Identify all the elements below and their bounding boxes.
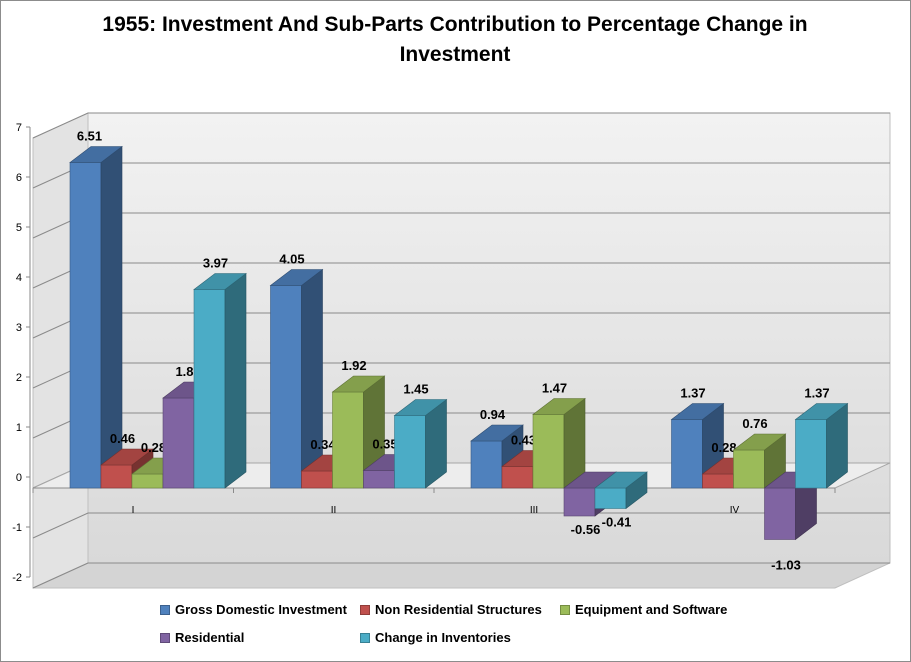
bar-top: [732, 433, 787, 451]
bar-front-non-residential-structures: [501, 466, 534, 489]
bar-front-equipment-and-software: [733, 449, 765, 489]
bar-top: [331, 375, 386, 393]
data-label: -0.56: [571, 522, 601, 537]
category-axis-tick-label: III: [530, 505, 538, 516]
legend-label: Non Residential Structures: [375, 602, 542, 617]
bar-front-equipment-and-software: [532, 414, 565, 489]
legend-swatch: [160, 632, 170, 643]
data-label: 0.34: [310, 437, 336, 452]
bar-front-change-in-inventories: [193, 289, 226, 489]
data-label: 1.8: [175, 364, 193, 379]
legend-swatch: [360, 604, 370, 615]
bar-front-equipment-and-software: [131, 473, 164, 489]
legend-swatch: [560, 604, 570, 615]
value-axis-tick-label: 0: [16, 472, 22, 484]
data-label: -0.41: [602, 515, 632, 530]
bar-front-residential: [764, 487, 796, 540]
bar-top: [393, 399, 448, 416]
data-label: 0.76: [742, 416, 767, 431]
bar-front-gross-domestic-investment: [470, 440, 503, 489]
value-axis-tick-label: 4: [16, 272, 22, 284]
legend-item-non-residential-structures: Non Residential Structures: [360, 602, 542, 617]
legend-item-residential: Residential: [160, 630, 244, 645]
data-label: 0.28: [141, 440, 166, 455]
data-label: 0.94: [480, 407, 506, 422]
legend-swatch: [360, 632, 370, 643]
value-axis-tick-label: 5: [16, 222, 22, 234]
bar-front-gross-domestic-investment: [69, 162, 102, 489]
value-axis-tick-label: 3: [16, 322, 22, 334]
data-label: 4.05: [279, 252, 304, 267]
category-axis-tick-label: II: [331, 505, 337, 516]
data-label: 1.45: [403, 382, 428, 397]
bar-top: [69, 146, 123, 163]
data-label: 0.43: [511, 433, 536, 448]
data-label: 6.51: [77, 129, 102, 144]
data-label: -1.03: [771, 558, 801, 573]
legend-item-equipment-and-software: Equipment and Software: [560, 602, 727, 617]
legend-label: Change in Inventories: [375, 630, 511, 645]
category-axis-tick-label: I: [132, 505, 135, 516]
data-label: 1.37: [680, 386, 705, 401]
data-label: 0.35: [372, 437, 397, 452]
bar-top: [470, 424, 524, 442]
data-label: 0.46: [110, 431, 135, 446]
legend-swatch: [160, 604, 170, 615]
bar-front-non-residential-structures: [702, 473, 734, 489]
bar-side: [224, 272, 247, 489]
legend-item-change-in-inventories: Change in Inventories: [360, 630, 511, 645]
legend: Gross Domestic Investment Non Residentia…: [160, 602, 800, 654]
bar-top: [100, 448, 154, 466]
legend-label: Gross Domestic Investment: [175, 602, 347, 617]
legend-item-gross-domestic-investment: Gross Domestic Investment: [160, 602, 347, 617]
data-label: 0.28: [711, 440, 736, 455]
bar-top: [532, 398, 586, 415]
data-label: 1.37: [804, 386, 829, 401]
bar-front-change-in-inventories: [394, 415, 426, 489]
chart-title: 1955: Investment And Sub-Parts Contribut…: [102, 13, 808, 66]
bar-front-residential: [563, 487, 596, 517]
value-axis-tick-label: 7: [16, 122, 22, 134]
value-axis-tick-label: 6: [16, 172, 22, 184]
bar-front-change-in-inventories: [795, 419, 827, 489]
legend-label: Residential: [175, 630, 245, 645]
bar-top: [594, 471, 648, 489]
bar-top: [193, 273, 247, 290]
bar-front-change-in-inventories: [594, 487, 627, 509]
bar-front-non-residential-structures: [301, 470, 333, 489]
gridline: [32, 512, 890, 539]
floor: [32, 562, 891, 589]
data-label: 1.92: [341, 358, 366, 373]
value-axis-tick-label: 1: [16, 422, 22, 434]
value-axis-tick-label: -2: [12, 572, 22, 584]
bar-front-equipment-and-software: [332, 391, 364, 489]
value-axis-tick-label: -1: [12, 522, 22, 534]
bar-side: [301, 268, 323, 489]
bar-top: [269, 269, 324, 286]
bar-front-gross-domestic-investment: [270, 285, 302, 489]
data-label: 1.47: [542, 381, 567, 396]
bar-front-gross-domestic-investment: [671, 419, 703, 489]
gridline: [32, 562, 890, 589]
data-label: 3.97: [203, 256, 228, 271]
legend-label: Equipment and Software: [575, 602, 728, 617]
bar-front-residential: [162, 397, 195, 489]
bar-top: [670, 403, 725, 420]
gridline: [32, 112, 890, 139]
bar-front-residential: [363, 470, 395, 489]
value-axis-tick-label: 2: [16, 372, 22, 384]
category-axis-tick-label: IV: [730, 505, 740, 516]
bar-front-non-residential-structures: [100, 464, 133, 489]
bar-top: [794, 403, 849, 420]
